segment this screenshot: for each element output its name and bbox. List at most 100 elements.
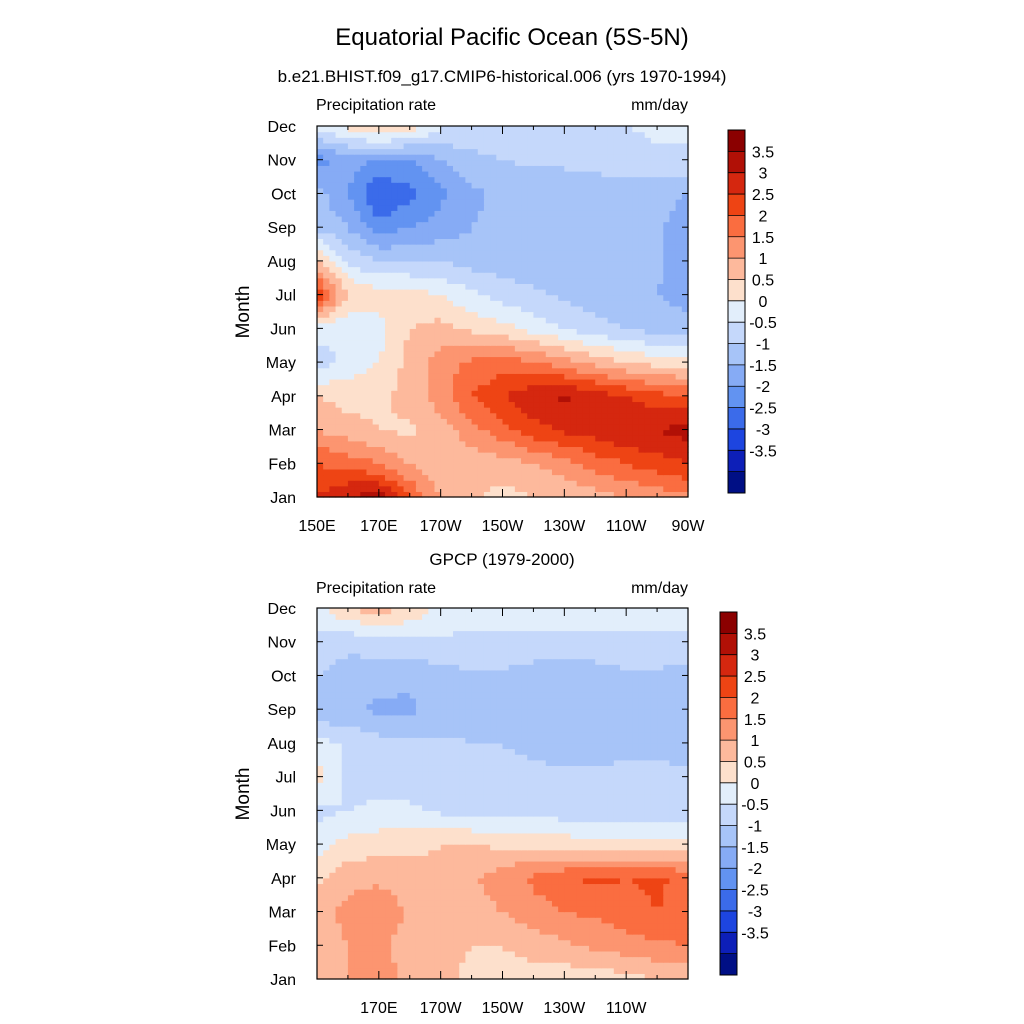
- heatmap-cell: [366, 468, 374, 476]
- heatmap-cell: [514, 255, 522, 262]
- heatmap-cell: [551, 440, 559, 448]
- heatmap-cell: [434, 142, 442, 150]
- heatmap-cell: [527, 407, 535, 414]
- heatmap-cell: [527, 238, 535, 245]
- heatmap-cell: [619, 131, 627, 138]
- heatmap-cell: [657, 176, 664, 183]
- heatmap-cell: [650, 317, 658, 324]
- heatmap-cell: [422, 187, 429, 195]
- heatmap-cell: [613, 227, 621, 234]
- heatmap-cell: [360, 266, 368, 273]
- heatmap-cell: [385, 311, 392, 318]
- heatmap-cell: [521, 154, 528, 161]
- heatmap-cell: [496, 221, 504, 228]
- heatmap-cell: [657, 277, 664, 284]
- heatmap-cell: [366, 967, 374, 974]
- heatmap-cell: [551, 474, 559, 481]
- heatmap-cell: [644, 446, 652, 453]
- heatmap-cell: [539, 950, 547, 958]
- heatmap-cell: [644, 199, 652, 206]
- heatmap-cell: [391, 317, 398, 324]
- heatmap-cell: [378, 294, 386, 301]
- heatmap-cell: [601, 446, 609, 453]
- colorbar-label: 0.5: [752, 272, 774, 289]
- heatmap-cell: [582, 446, 590, 453]
- heatmap-cell: [508, 407, 516, 414]
- heatmap-cell: [465, 333, 473, 341]
- heatmap-cell: [663, 362, 671, 369]
- heatmap-cell: [564, 956, 572, 963]
- heatmap-cell: [657, 249, 664, 256]
- heatmap-cell: [440, 165, 448, 172]
- heatmap-cell: [650, 356, 658, 363]
- heatmap-cell: [465, 165, 473, 172]
- heatmap-cell: [638, 154, 646, 161]
- heatmap-cell: [527, 255, 535, 262]
- heatmap-cell: [360, 967, 368, 974]
- heatmap-cell: [619, 928, 627, 935]
- heatmap-cell: [669, 967, 677, 974]
- heatmap-cell: [613, 193, 621, 200]
- heatmap-cell: [632, 356, 640, 363]
- heatmap-cell: [601, 249, 609, 256]
- heatmap-cell: [521, 922, 528, 930]
- heatmap-cell: [514, 126, 522, 133]
- heatmap-cell: [446, 244, 454, 251]
- heatmap-cell: [638, 446, 646, 453]
- heatmap-cell: [347, 491, 355, 498]
- heatmap-cell: [551, 255, 559, 262]
- heatmap-cell: [521, 956, 528, 963]
- heatmap-cell: [570, 956, 578, 963]
- heatmap-cell: [619, 199, 627, 206]
- heatmap-cell: [539, 204, 547, 211]
- heatmap-cell: [347, 889, 355, 896]
- heatmap-cell: [650, 967, 658, 974]
- heatmap-cell: [446, 266, 454, 273]
- heatmap-cell: [521, 266, 528, 273]
- heatmap-cell: [385, 294, 392, 301]
- heatmap-cell: [675, 973, 683, 980]
- heatmap-cell: [576, 452, 584, 459]
- heatmap-cell: [378, 934, 386, 941]
- heatmap-cell: [440, 345, 448, 352]
- heatmap-cell: [422, 894, 429, 901]
- heatmap-cell: [657, 900, 664, 907]
- heatmap-cell: [607, 289, 615, 296]
- heatmap-cell: [354, 423, 361, 431]
- heatmap-cell: [323, 900, 330, 907]
- heatmap-cell: [483, 159, 491, 166]
- heatmap-cell: [372, 468, 380, 476]
- heatmap-cell: [446, 165, 454, 172]
- heatmap-cell: [465, 390, 473, 397]
- heatmap-cell: [347, 973, 355, 980]
- heatmap-cell: [477, 412, 485, 419]
- x-tick-label: 170W: [420, 518, 463, 535]
- heatmap-cell: [589, 260, 596, 268]
- heatmap-cell: [477, 148, 485, 155]
- heatmap-cell: [483, 485, 491, 492]
- heatmap-cell: [632, 283, 640, 290]
- heatmap-cell: [446, 238, 454, 245]
- heatmap-cell: [632, 956, 640, 963]
- heatmap-cell: [483, 345, 491, 352]
- heatmap-cell: [385, 463, 392, 470]
- heatmap-cell: [323, 170, 330, 178]
- heatmap-cell: [589, 967, 596, 974]
- heatmap-cell: [533, 356, 541, 363]
- heatmap-cell: [317, 457, 324, 464]
- heatmap-cell: [397, 962, 405, 969]
- heatmap-cell: [317, 934, 324, 941]
- heatmap-cell: [607, 480, 615, 487]
- heatmap-cell: [514, 176, 522, 183]
- heatmap-cell: [564, 440, 572, 448]
- heatmap-cell: [669, 362, 677, 369]
- heatmap-cell: [335, 187, 343, 195]
- heatmap-cell: [385, 939, 392, 946]
- heatmap-cell: [533, 294, 541, 301]
- heatmap-cell: [626, 148, 633, 155]
- heatmap-cell: [403, 283, 411, 290]
- heatmap-cell: [669, 339, 677, 346]
- heatmap-cell: [329, 418, 337, 425]
- heatmap-cell: [434, 395, 442, 403]
- heatmap-cell: [415, 176, 423, 183]
